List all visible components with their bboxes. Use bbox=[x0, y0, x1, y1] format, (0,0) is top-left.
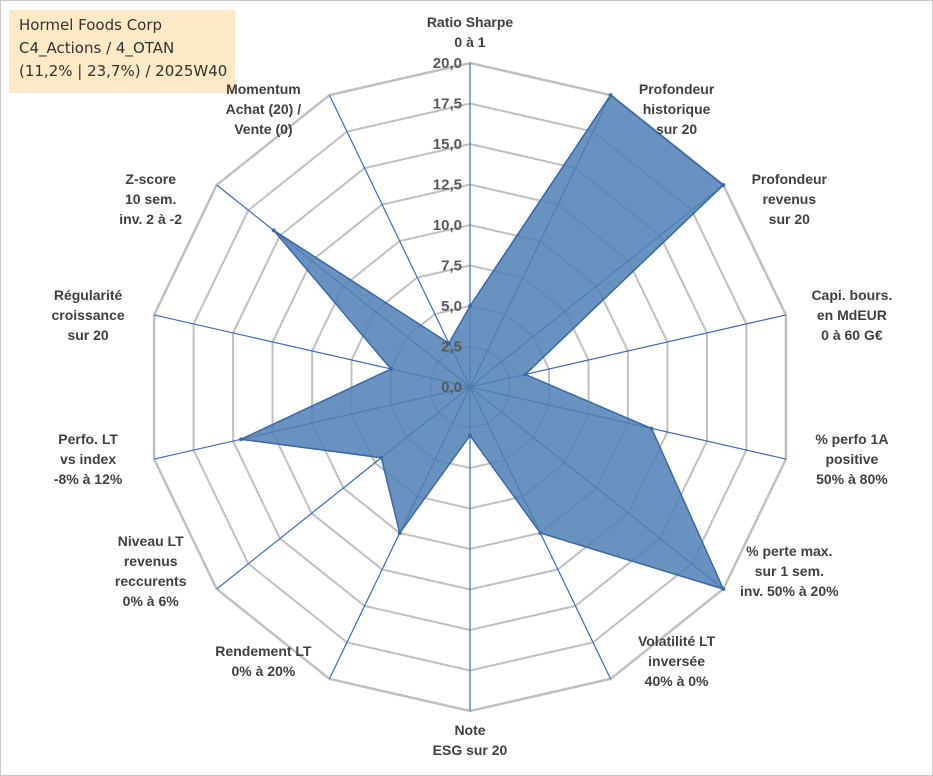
axis-label-line: croissance bbox=[52, 307, 125, 323]
axis-label-line: % perfo 1A bbox=[815, 431, 888, 447]
tick-label: 5,0 bbox=[441, 298, 462, 315]
data-point bbox=[608, 93, 613, 98]
data-point bbox=[468, 433, 472, 438]
axis-label-line: historique bbox=[643, 101, 711, 117]
axis-label-line: Profondeur bbox=[752, 171, 828, 187]
axis-label: Momentum Achat (20) / Vente (0) bbox=[226, 81, 302, 137]
company-name: Hormel Foods Corp bbox=[19, 16, 163, 34]
axis-label: Niveau LT revenus reccurents 0% à 6% bbox=[115, 533, 187, 609]
axis-label-line: % perte max. bbox=[746, 543, 832, 559]
axis-label-line: Régularité bbox=[54, 287, 123, 303]
axis-label-line: positive bbox=[825, 451, 878, 467]
axis-label-line: 10 sem. bbox=[125, 191, 176, 207]
data-point bbox=[389, 367, 393, 371]
axis-label: Profondeur historique sur 20 bbox=[639, 81, 715, 137]
axis-label-line: Note bbox=[454, 722, 485, 738]
axis-label-line: 0% à 6% bbox=[123, 593, 180, 609]
data-point bbox=[523, 372, 528, 377]
portfolio-label: C4_Actions / 4_OTAN bbox=[19, 39, 175, 57]
tick-label: 12,5 bbox=[433, 177, 462, 194]
tick-label: 10,0 bbox=[433, 217, 462, 234]
tick-label: 17,5 bbox=[433, 96, 462, 113]
axis-label-line: 0 à 1 bbox=[454, 34, 485, 50]
axis-label-line: en MdEUR bbox=[817, 307, 887, 323]
tick-label: 15,0 bbox=[433, 136, 462, 153]
axis-label-line: inv. 2 à -2 bbox=[119, 211, 182, 227]
axis-label-line: Rendement LT bbox=[215, 643, 312, 659]
axis-label-line: Niveau LT bbox=[118, 533, 184, 549]
data-point bbox=[271, 228, 276, 233]
axis-label-line: -8% à 12% bbox=[54, 471, 123, 487]
data-point bbox=[397, 531, 402, 535]
data-point bbox=[649, 426, 654, 431]
axis-label-line: Profondeur bbox=[639, 81, 715, 97]
axis-label-line: 0 à 60 G€ bbox=[821, 327, 883, 343]
data-point bbox=[538, 531, 543, 535]
axis-label-line: Capi. bours. bbox=[811, 287, 892, 303]
data-point bbox=[446, 341, 451, 346]
axis-label-line: inv. 50% à 20% bbox=[740, 583, 839, 599]
tick-label: 7,5 bbox=[441, 258, 462, 275]
axis-label-line: Z-score bbox=[125, 171, 176, 187]
axis-label: Volatilité LT inversée 40% à 0% bbox=[638, 633, 716, 689]
axis-label-line: sur 20 bbox=[67, 327, 108, 343]
axis-label-line: inversée bbox=[648, 653, 705, 669]
axis-label-line: reccurents bbox=[115, 573, 187, 589]
axis-label-line: Achat (20) / bbox=[226, 101, 302, 117]
tick-label: 2,5 bbox=[441, 339, 462, 356]
period-label: (11,2% | 23,7%) / 2025W40 bbox=[19, 62, 228, 80]
axis-label-line: 0% à 20% bbox=[231, 663, 295, 679]
data-point bbox=[721, 587, 726, 591]
axis-label: Note ESG sur 20 bbox=[433, 722, 508, 758]
axis-label: Ratio Sharpe 0 à 1 bbox=[427, 14, 514, 50]
axis-label: Capi. bours. en MdEUR 0 à 60 G€ bbox=[811, 287, 892, 343]
axis-label-line: sur 20 bbox=[656, 121, 697, 137]
axis-label-line: sur 1 sem. bbox=[755, 563, 824, 579]
axis-label-line: Perfo. LT bbox=[58, 431, 118, 447]
axis-label-line: 50% à 80% bbox=[816, 471, 888, 487]
axis-label: Rendement LT 0% à 20% bbox=[215, 643, 312, 679]
axis-label: Perfo. LT vs index -8% à 12% bbox=[54, 431, 123, 487]
chart-title-box: Hormel Foods Corp C4_Actions / 4_OTAN (1… bbox=[9, 10, 235, 93]
data-point bbox=[468, 304, 472, 308]
tick-label: 20,0 bbox=[433, 55, 462, 72]
axis-label-line: Volatilité LT bbox=[638, 633, 716, 649]
axis-label: % perfo 1A positive 50% à 80% bbox=[815, 431, 888, 487]
axis-label-line: 40% à 0% bbox=[645, 673, 709, 689]
axis-label: % perte max. sur 1 sem. inv. 50% à 20% bbox=[740, 543, 839, 599]
axis-spoke bbox=[328, 94, 471, 388]
data-point bbox=[379, 455, 384, 460]
axis-label-line: Momentum bbox=[226, 81, 301, 97]
axis-label: Z-score 10 sem. inv. 2 à -2 bbox=[119, 171, 182, 227]
axis-label-line: Vente (0) bbox=[234, 121, 292, 137]
tick-label: 0,0 bbox=[441, 379, 462, 396]
axis-label-line: Ratio Sharpe bbox=[427, 14, 514, 30]
axis-label: Profondeur revenus sur 20 bbox=[752, 171, 828, 227]
axis-label-line: sur 20 bbox=[769, 211, 810, 227]
axis-label: Régularité croissance sur 20 bbox=[52, 287, 125, 343]
axis-label-line: ESG sur 20 bbox=[433, 742, 508, 758]
axis-label-line: vs index bbox=[60, 451, 116, 467]
data-point bbox=[239, 437, 243, 442]
data-point bbox=[721, 183, 726, 187]
axis-label-line: revenus bbox=[124, 553, 178, 569]
axis-label-line: revenus bbox=[762, 191, 816, 207]
